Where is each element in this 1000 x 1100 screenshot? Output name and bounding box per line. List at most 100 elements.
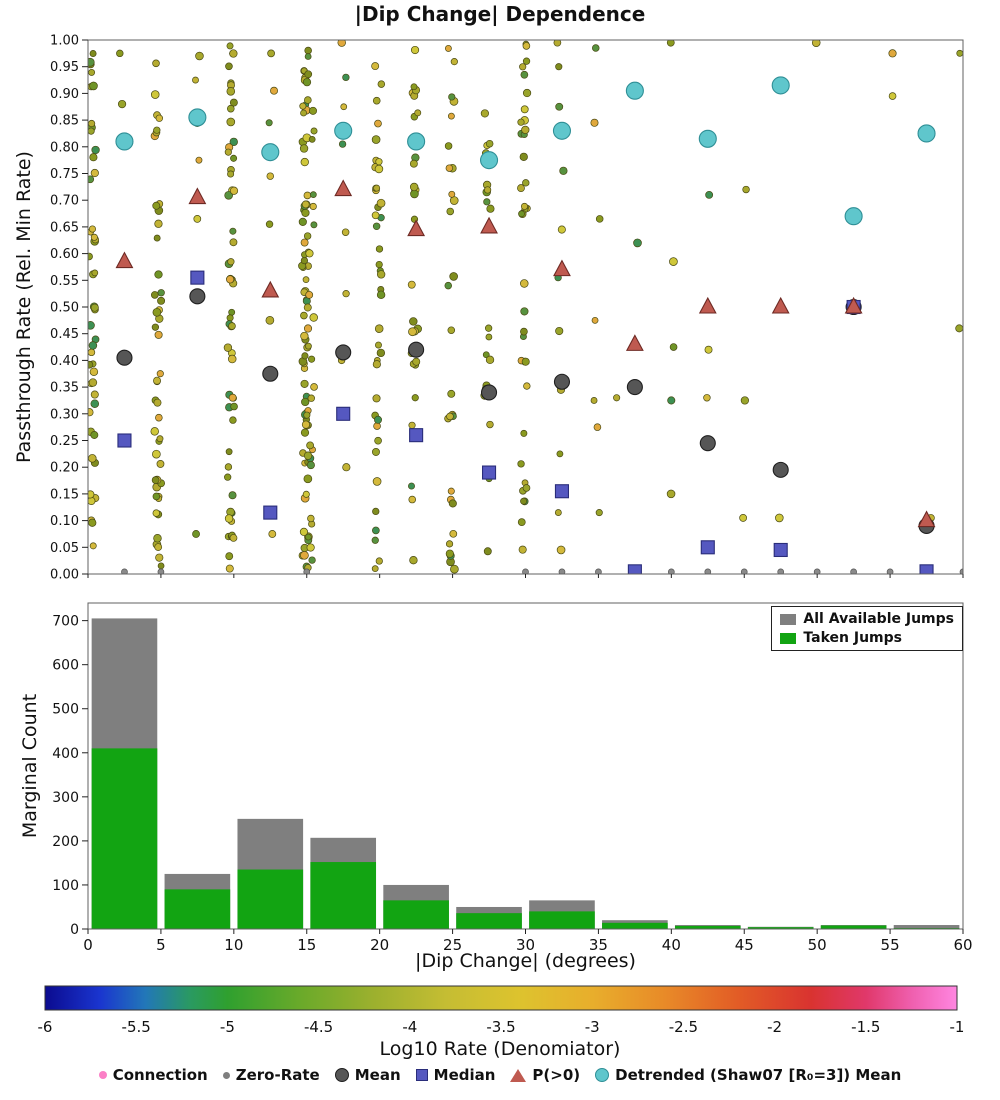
histogram-legend: All Available Jumps Taken Jumps	[771, 606, 963, 651]
scatter-point	[91, 269, 99, 277]
scatter-point	[888, 92, 897, 100]
scatter-point	[449, 272, 458, 281]
scatter-point	[375, 557, 383, 565]
legend-item-mean: Mean	[334, 1066, 401, 1084]
zero-rate-point	[740, 568, 748, 574]
scatter-point	[225, 448, 233, 456]
scatter-point	[376, 198, 386, 208]
svg-text:0: 0	[70, 922, 79, 938]
scatter-point	[90, 431, 99, 439]
scatter-point	[192, 530, 200, 538]
scatter-point	[484, 324, 493, 332]
zero-rate-point	[121, 568, 128, 574]
svg-text:-6: -6	[38, 1018, 53, 1036]
svg-text:0.60: 0.60	[50, 247, 79, 262]
svg-text:100: 100	[52, 878, 79, 894]
scatter-point	[447, 112, 455, 120]
scatter-point	[374, 119, 382, 128]
median-marker-icon	[415, 1069, 428, 1081]
scatter-point	[152, 201, 161, 210]
scatter-point	[955, 324, 963, 333]
scatter-point	[591, 316, 599, 324]
scatter-point	[151, 323, 160, 331]
scatter-point	[372, 222, 381, 231]
scatter-point	[308, 135, 316, 143]
bottom-y-axis-label: Marginal Count	[19, 693, 41, 839]
scatter-point	[300, 331, 309, 341]
scatter-point	[414, 109, 422, 117]
scatter-point	[300, 311, 308, 320]
scatter-point	[304, 46, 312, 55]
scatter-point	[373, 184, 381, 192]
svg-text:0.30: 0.30	[50, 407, 79, 422]
histogram-bars	[91, 618, 960, 929]
scatter-point	[265, 220, 274, 228]
svg-text:10: 10	[224, 936, 243, 954]
scatter-point	[374, 164, 384, 174]
zero-rate-point	[522, 568, 529, 574]
scatter-point	[447, 326, 456, 335]
scatter-point	[522, 42, 531, 50]
scatter-point	[153, 234, 161, 242]
svg-text:-3: -3	[585, 1018, 600, 1036]
svg-text:400: 400	[52, 746, 79, 762]
legend-item-taken-jumps: Taken Jumps	[780, 630, 954, 646]
scatter-point	[230, 154, 238, 162]
scatter-point	[375, 260, 383, 269]
series-point	[262, 365, 279, 382]
scatter-point	[450, 58, 458, 66]
legend-item-median: Median	[415, 1066, 495, 1084]
series-point	[480, 384, 498, 401]
legend-item-all-jumps: All Available Jumps	[780, 611, 954, 627]
scatter-point	[408, 482, 415, 490]
svg-text:-5.5: -5.5	[122, 1018, 151, 1036]
scatter-point	[88, 321, 95, 330]
scatter-point	[483, 198, 491, 206]
scatter-point	[224, 190, 233, 200]
scatter-point	[485, 139, 494, 148]
scatter-point	[410, 83, 418, 91]
scatter-point	[266, 172, 274, 180]
scatter-point	[445, 164, 454, 172]
svg-text:30: 30	[516, 936, 535, 954]
scatter-point	[307, 514, 315, 523]
legend-label: Taken Jumps	[803, 630, 903, 646]
taken-jumps-bar	[747, 927, 814, 929]
scatter-point	[448, 499, 457, 508]
legend-item-connection: Connection	[98, 1066, 208, 1084]
scatter-point	[371, 565, 379, 573]
series-point	[407, 219, 426, 237]
scatter-point	[304, 70, 313, 79]
series-point	[844, 296, 863, 314]
svg-text:0: 0	[83, 936, 93, 954]
scatter-point	[485, 355, 495, 365]
scatter-point	[372, 96, 381, 105]
scatter-point	[301, 200, 310, 209]
scatter-point	[90, 168, 99, 178]
scatter-point	[408, 495, 417, 504]
scatter-point	[303, 191, 312, 200]
scatter-point	[308, 556, 316, 564]
scatter-point	[88, 175, 95, 184]
scatter-point	[305, 290, 314, 299]
scatter-point	[409, 556, 418, 565]
scatter-point	[153, 398, 162, 407]
scatter-point	[449, 529, 458, 538]
taken-jumps-bar	[456, 913, 522, 929]
scatter-point	[309, 313, 318, 322]
scatter-point	[265, 316, 275, 325]
scatter-point	[88, 518, 97, 527]
scatter-point	[303, 474, 313, 484]
scatter-point	[520, 202, 529, 210]
scatter-points	[88, 40, 963, 574]
scatter-point	[408, 327, 417, 337]
zero-rate-point	[704, 568, 712, 574]
scatter-point	[410, 45, 420, 55]
scatter-point	[302, 276, 310, 283]
scatter-point	[410, 189, 419, 199]
svg-text:55: 55	[881, 936, 900, 954]
series-point	[334, 179, 353, 197]
series-point	[773, 542, 788, 558]
scatter-point	[117, 99, 127, 109]
